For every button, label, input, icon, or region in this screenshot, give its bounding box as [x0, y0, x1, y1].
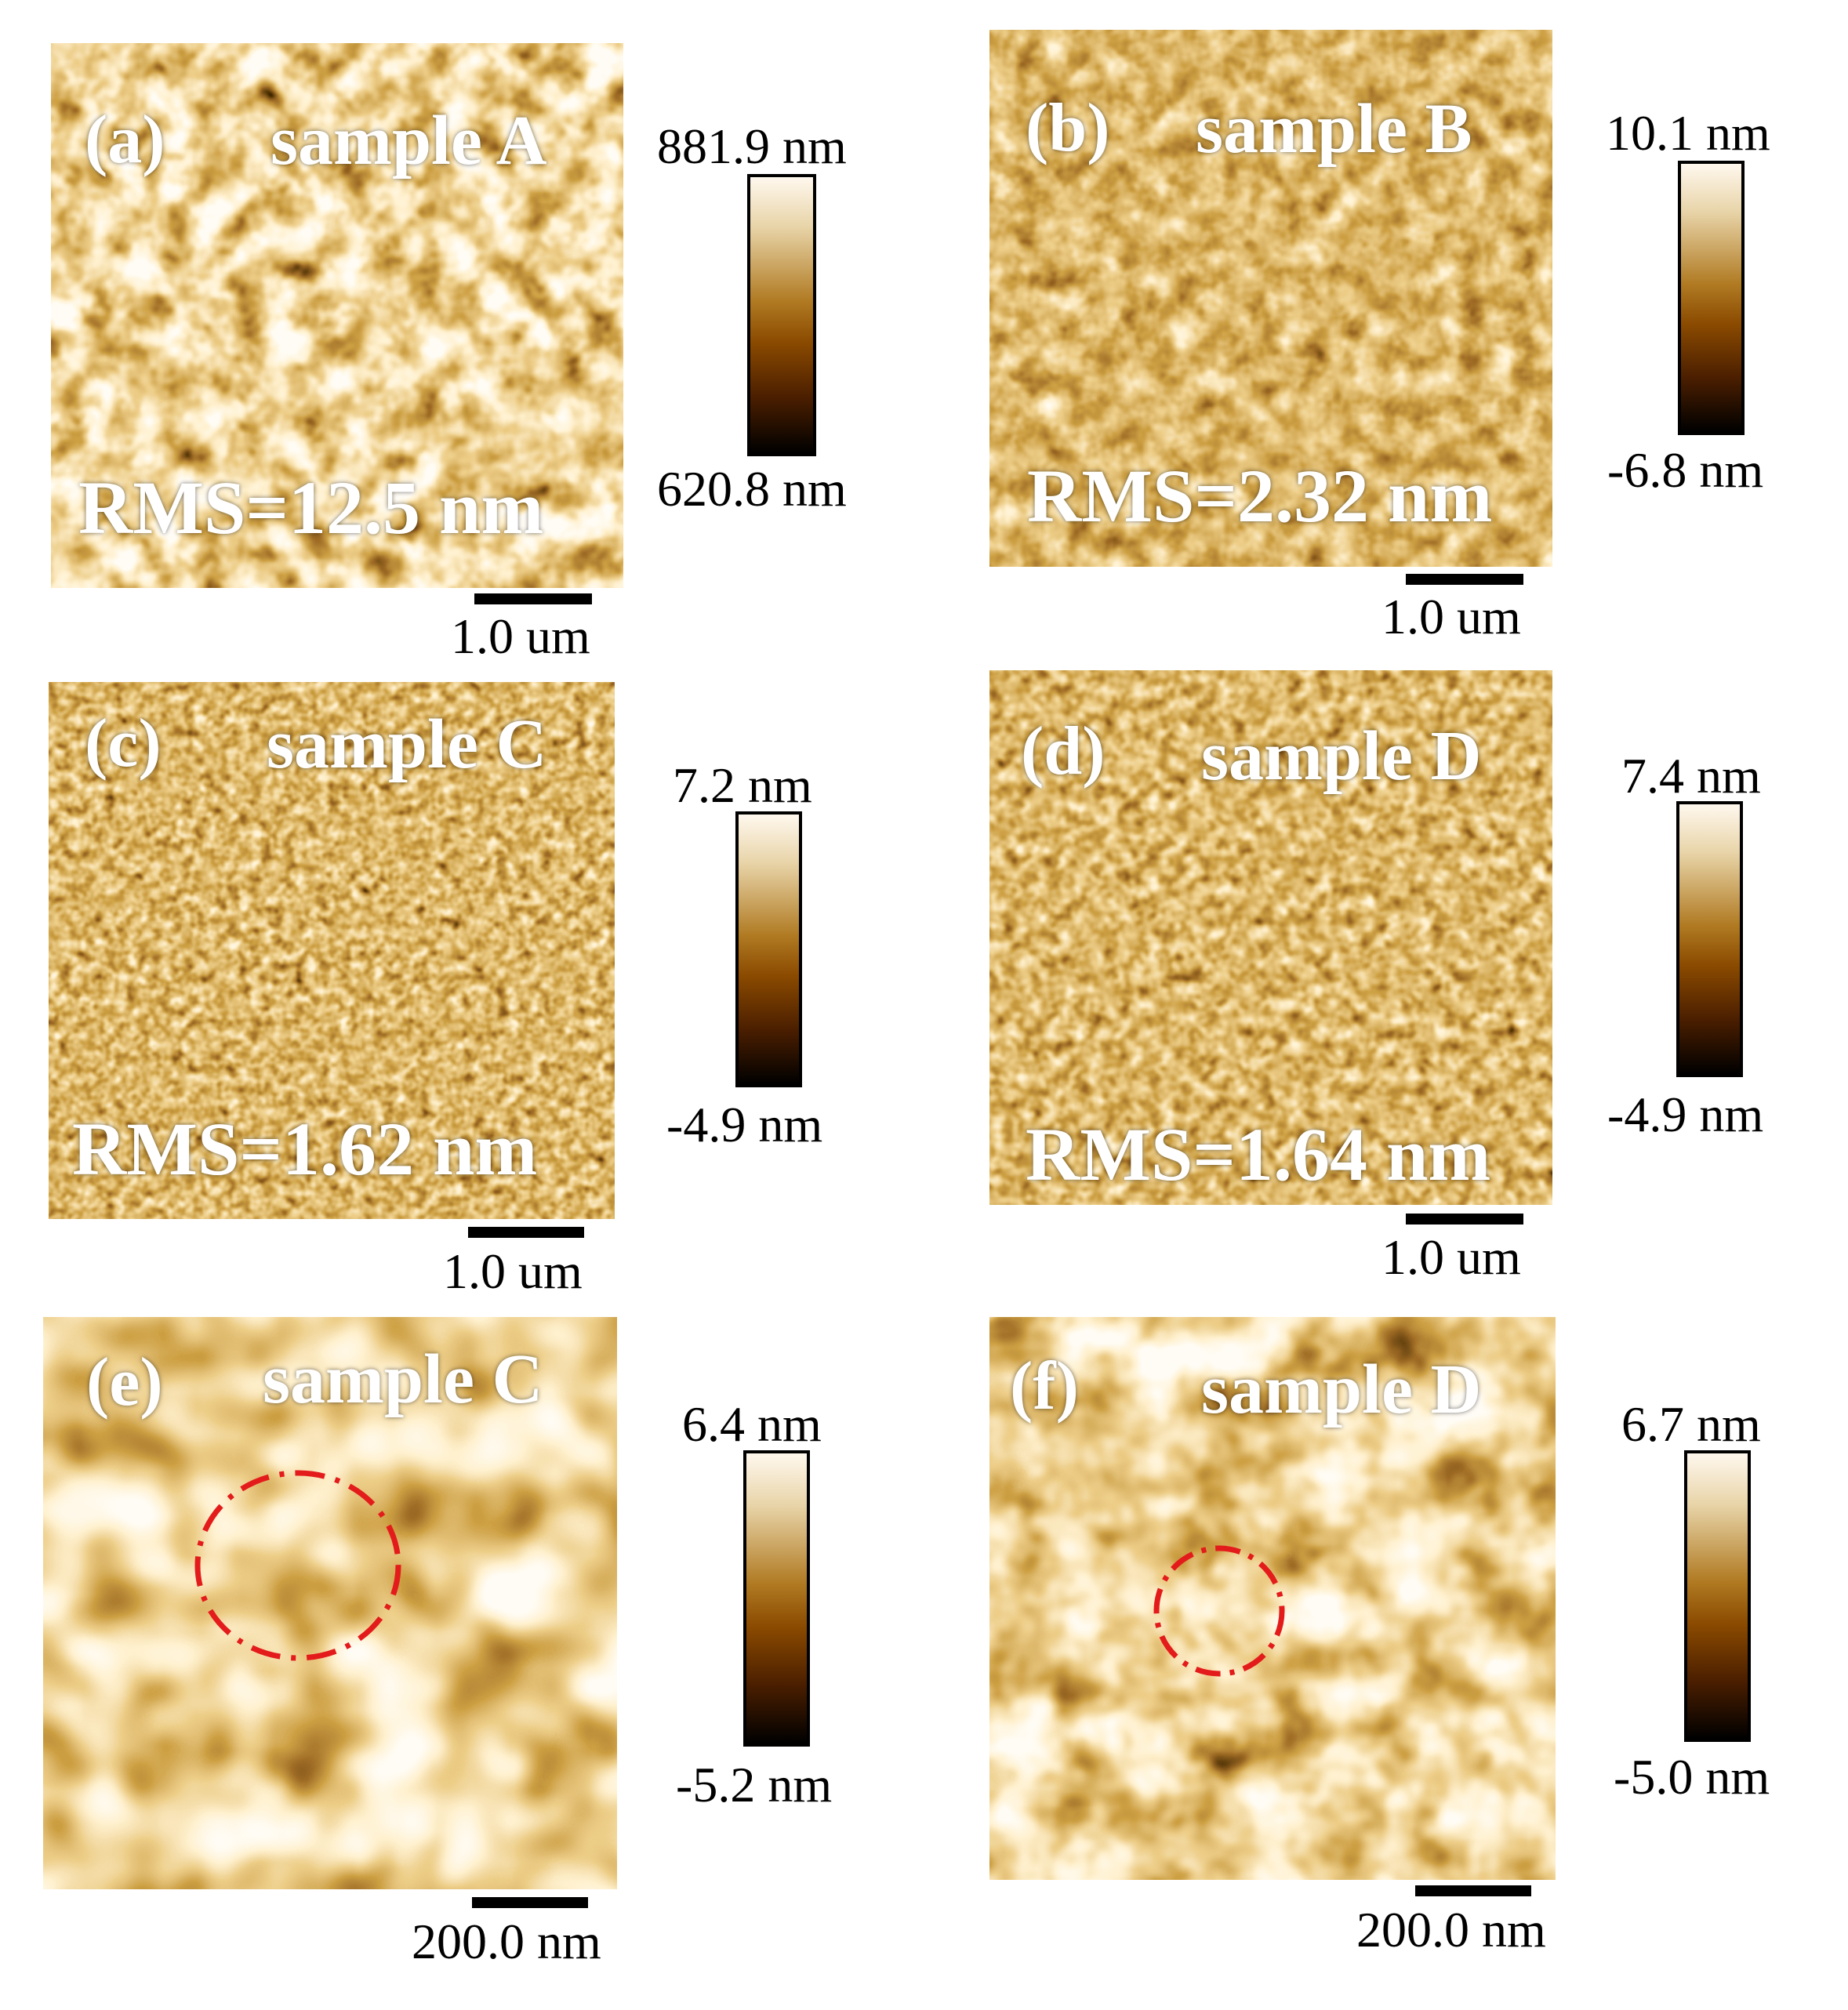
scale-bar-label: 1.0 um: [443, 1243, 583, 1299]
scale-bar-label: 1.0 um: [1381, 1229, 1521, 1285]
sample-name: sample D: [1201, 1351, 1482, 1428]
colorbar: [743, 1450, 810, 1747]
scale-bar-label: 1.0 um: [1381, 589, 1521, 644]
colorbar-min-label: -5.2 nm: [676, 1757, 833, 1812]
afm-image-b: [989, 30, 1552, 567]
afm-image-d: [989, 670, 1552, 1205]
afm-texture: [51, 43, 623, 588]
sample-name: sample B: [1196, 90, 1472, 168]
colorbar: [1676, 801, 1743, 1077]
colorbar-min-label: -4.9 nm: [1607, 1087, 1764, 1142]
sample-name: sample A: [270, 102, 547, 180]
afm-image-a: [51, 43, 623, 588]
scale-bar-label: 200.0 nm: [1356, 1902, 1546, 1957]
afm-image-c: [49, 682, 615, 1219]
rms-value: RMS=1.64 nm: [1026, 1112, 1491, 1196]
colorbar: [735, 811, 802, 1087]
panel-label: (c): [85, 706, 162, 782]
colorbar-min-label: -4.9 nm: [666, 1097, 823, 1152]
marker-circle: [194, 1470, 401, 1661]
marker-circle: [1153, 1545, 1285, 1677]
afm-texture: [989, 670, 1552, 1205]
rms-value: RMS=12.5 nm: [78, 466, 544, 550]
afm-image-e: [43, 1317, 617, 1889]
rms-value: RMS=1.62 nm: [72, 1107, 538, 1191]
panel-label: (e): [86, 1344, 163, 1420]
colorbar-max-label: 7.2 nm: [673, 757, 812, 813]
colorbar-max-label: 7.4 nm: [1621, 748, 1761, 804]
afm-texture: [43, 1317, 617, 1889]
colorbar: [747, 174, 816, 456]
colorbar-min-label: -6.8 nm: [1607, 442, 1764, 498]
colorbar-max-label: 6.4 nm: [682, 1396, 822, 1452]
sample-name: sample C: [263, 1341, 543, 1418]
scale-bar-label: 200.0 nm: [412, 1914, 601, 1969]
scale-bar: [1406, 574, 1523, 585]
afm-texture: [49, 682, 615, 1219]
scale-bar-label: 1.0 um: [451, 608, 590, 664]
colorbar-max-label: 10.1 nm: [1606, 105, 1770, 161]
afm-image-f: [989, 1317, 1556, 1880]
colorbar-max-label: 881.9 nm: [657, 118, 847, 174]
colorbar: [1678, 161, 1745, 435]
sample-name: sample D: [1201, 717, 1482, 795]
scale-bar: [1415, 1885, 1531, 1896]
scale-bar: [468, 1227, 584, 1238]
colorbar-max-label: 6.7 nm: [1621, 1396, 1761, 1452]
afm-texture: [989, 30, 1552, 567]
panel-label: (f): [1010, 1348, 1079, 1424]
colorbar-min-label: -5.0 nm: [1614, 1749, 1770, 1805]
scale-bar: [1406, 1214, 1523, 1225]
colorbar-min-label: 620.8 nm: [657, 461, 847, 517]
scale-bar: [474, 593, 592, 604]
panel-label: (a): [85, 102, 165, 178]
rms-value: RMS=2.32 nm: [1027, 454, 1493, 538]
sample-name: sample C: [267, 706, 547, 783]
panel-label: (b): [1026, 90, 1110, 166]
colorbar: [1684, 1450, 1751, 1742]
panel-label: (d): [1021, 713, 1106, 789]
afm-texture: [989, 1317, 1556, 1880]
scale-bar: [472, 1897, 588, 1908]
